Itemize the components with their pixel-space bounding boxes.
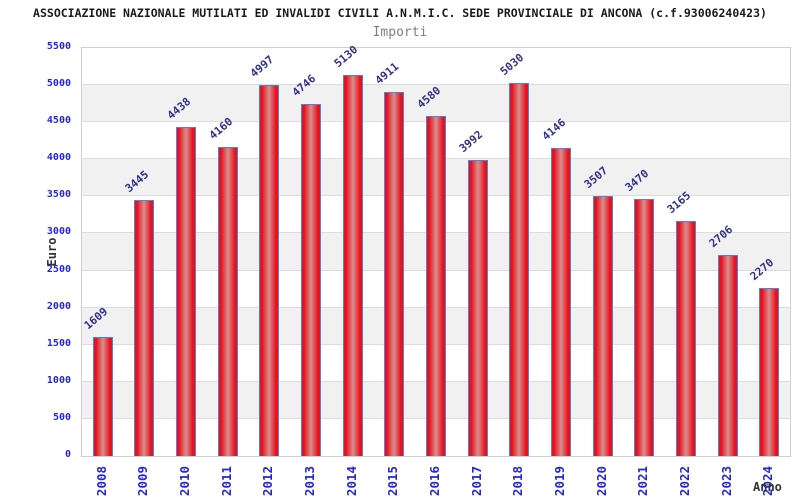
x-tick-label: 2013 (302, 465, 318, 497)
x-tick-label: 2015 (385, 465, 401, 497)
x-tick-label: 2012 (260, 465, 276, 497)
bar-2020 (592, 195, 613, 456)
bar-2017 (467, 159, 488, 456)
y-tick-label: 500 (52, 411, 71, 423)
x-tick-label: 2017 (468, 465, 484, 497)
y-tick-label: 4000 (46, 152, 71, 164)
chart-subtitle: Importi (372, 25, 428, 40)
grid-band (82, 48, 790, 86)
x-tick-label: 2022 (676, 465, 692, 497)
bar-2016 (426, 116, 446, 456)
y-tick-label: 2500 (46, 263, 71, 275)
plot-area: 1609 3445 4438 4160 4997 4746 5130 4911 4580 3992… (81, 43, 791, 457)
y-tick-label: 5000 (46, 78, 71, 90)
bar-2019 (550, 148, 571, 456)
x-tick-label: 2020 (593, 465, 609, 497)
x-tick-label: 2009 (135, 465, 151, 497)
bar-2012 (259, 85, 280, 456)
y-axis-title: Euro (45, 237, 59, 267)
y-tick-label: 2000 (46, 300, 71, 312)
x-tick-label: 2019 (551, 465, 567, 497)
x-tick-label: 2023 (718, 465, 734, 497)
y-tick-label: 5500 (46, 41, 71, 52)
y-tick-label: 4500 (46, 115, 71, 127)
y-tick-label: 1000 (46, 374, 71, 386)
y-tick-label: 3500 (46, 189, 71, 201)
y-tick-label: 0 (64, 449, 71, 460)
bar-2018 (509, 82, 530, 456)
x-tick-label: 2016 (427, 465, 442, 497)
bar-2024 (759, 287, 780, 456)
bar-2010 (176, 126, 197, 456)
x-tick-label: 2010 (177, 465, 193, 497)
x-tick-label: 2021 (635, 465, 651, 497)
chart-title: ASSOCIAZIONE NAZIONALE MUTILATI ED INVAL… (33, 6, 767, 20)
bar-2013 (301, 103, 322, 456)
bar-2021 (634, 198, 655, 456)
x-tick-label: 2008 (93, 465, 109, 497)
x-tick-label: 2011 (218, 465, 234, 497)
bar-2022 (675, 221, 696, 456)
bar-2023 (717, 255, 738, 456)
x-tick-label: 2018 (510, 465, 526, 497)
x-axis-title: Anno (753, 480, 782, 494)
x-tick-label: 2014 (343, 465, 359, 497)
bar-2008 (92, 336, 113, 456)
bar-2011 (217, 147, 238, 456)
bar-2009 (134, 200, 155, 456)
bar-2014 (342, 75, 363, 456)
bar-2015 (384, 91, 405, 456)
y-tick-label: 3000 (46, 226, 71, 238)
y-tick-label: 1500 (46, 337, 71, 349)
